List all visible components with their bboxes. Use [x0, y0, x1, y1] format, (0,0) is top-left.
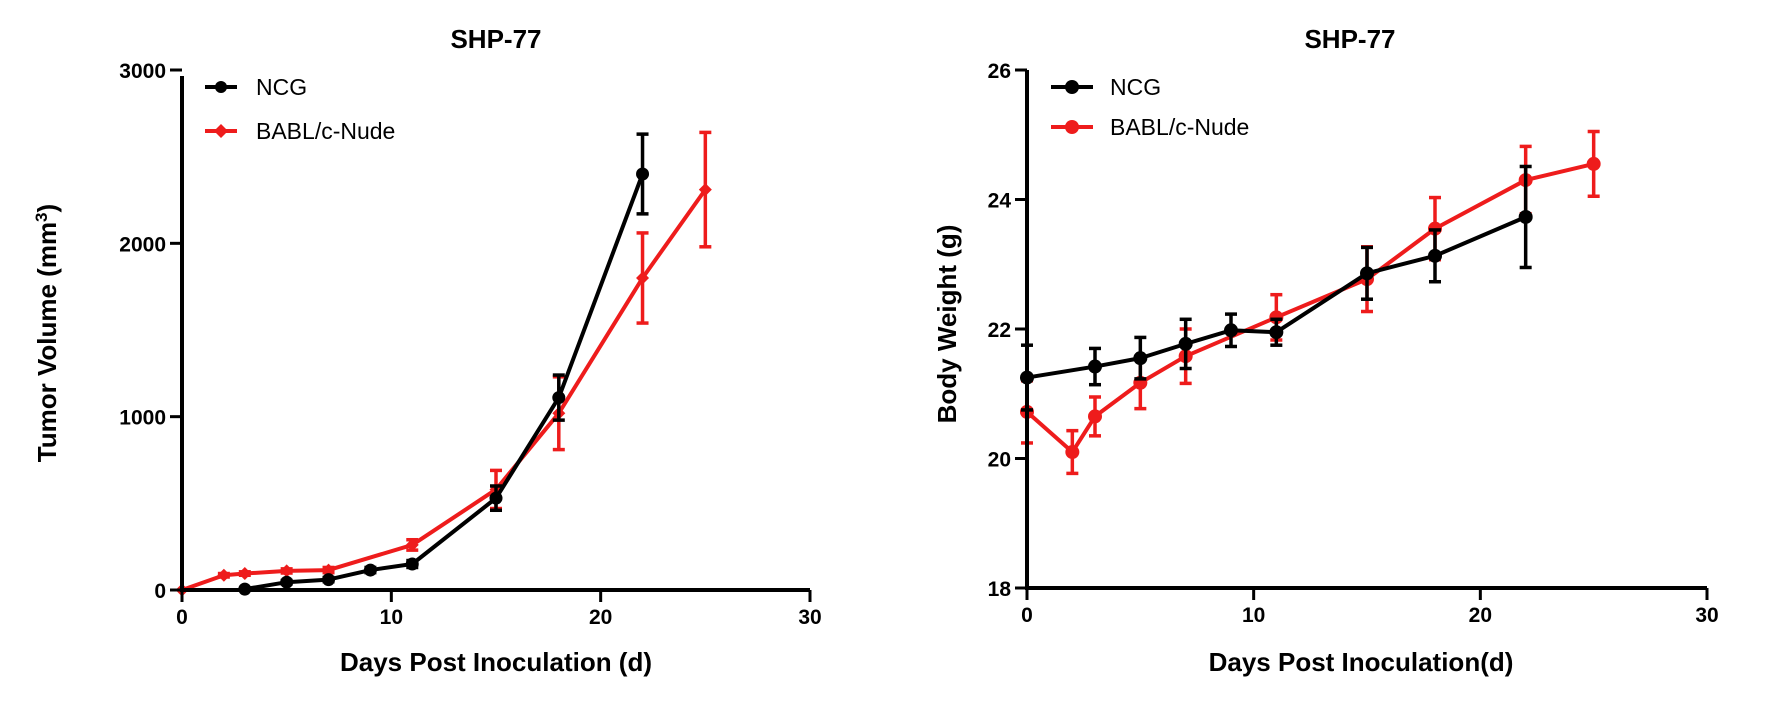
y-ticks: 0 1000 2000 3000 [119, 60, 182, 603]
data-point [1065, 445, 1080, 460]
plot-area [175, 130, 712, 597]
data-point [405, 538, 419, 552]
y-tick-label: 22 [988, 319, 1011, 342]
data-point [1088, 409, 1102, 424]
plot-area [1020, 129, 1601, 476]
legend-label-ncg: NCG [256, 74, 307, 100]
legend-marker-babl-c-nude [214, 124, 228, 138]
x-tick-label: 30 [798, 606, 821, 629]
y-axis-label-close: ) [32, 204, 62, 213]
data-point [1428, 248, 1442, 263]
data-point [238, 567, 252, 581]
chart-title: SHP-77 [1304, 24, 1395, 54]
legend: NCG BABL/c-Nude [205, 74, 395, 144]
data-point [1224, 323, 1238, 338]
y-axis-label: Body Weight (g) [932, 225, 962, 424]
y-tick-label: 26 [988, 60, 1011, 83]
data-point [1360, 266, 1374, 281]
data-point [1586, 156, 1601, 171]
x-ticks: 0 10 20 30 [176, 590, 822, 629]
y-tick-label: 0 [154, 580, 166, 603]
x-tick-label: 20 [1469, 604, 1492, 627]
data-point [280, 575, 294, 589]
y-axis-label: Tumor Volume (mm3) [32, 204, 63, 462]
x-ticks: 0 10 20 30 [1021, 588, 1719, 627]
data-point [322, 563, 336, 577]
legend: NCG BABL/c-Nude [1051, 74, 1249, 140]
x-tick-label: 0 [1021, 604, 1033, 627]
legend-item-ncg: NCG [1051, 74, 1161, 100]
x-tick-label: 10 [380, 606, 403, 629]
y-axis-label-superscript: 3 [32, 212, 51, 221]
x-tick-label: 20 [589, 606, 612, 629]
data-point [1518, 209, 1533, 224]
chart-title: SHP-77 [450, 24, 541, 54]
data-point [1088, 359, 1102, 374]
data-point [636, 271, 650, 285]
data-point [280, 564, 294, 578]
data-point [489, 491, 503, 505]
data-point [1178, 336, 1193, 351]
legend-marker-ncg [1065, 80, 1079, 94]
legend-item-ncg: NCG [205, 74, 307, 100]
series-ncg [1020, 164, 1533, 412]
legend-label-babl-c-nude: BABL/c-Nude [256, 118, 395, 144]
y-tick-label: 20 [988, 449, 1011, 472]
x-tick-label: 10 [1242, 604, 1265, 627]
y-tick-label: 2000 [119, 233, 166, 256]
body-weight-chart: SHP-77 18 20 22 24 26 0 10 20 30 Days Post Inoc… [932, 24, 1719, 677]
series-babl-c-nude [1020, 129, 1601, 476]
series-line-babl-c-nude [181, 188, 707, 592]
legend-marker-ncg [215, 81, 227, 93]
y-tick-label: 1000 [119, 407, 166, 430]
data-point [552, 391, 566, 405]
legend-marker-babl-c-nude [1065, 120, 1079, 134]
y-tick-label: 3000 [119, 60, 166, 83]
data-point [363, 563, 377, 577]
data-point [1133, 351, 1148, 366]
y-tick-label: 24 [988, 190, 1012, 213]
data-point [217, 568, 231, 582]
data-point [322, 573, 336, 587]
data-point [1269, 325, 1284, 340]
data-point [698, 183, 712, 197]
x-axis-label: Days Post Inoculation (d) [340, 647, 652, 677]
legend-item-babl-c-nude: BABL/c-Nude [1051, 114, 1249, 140]
y-ticks: 18 20 22 24 26 [988, 60, 1027, 601]
x-tick-label: 30 [1695, 604, 1718, 627]
x-tick-label: 0 [176, 606, 188, 629]
tumor-volume-chart: SHP-77 0 1000 2000 3000 0 10 20 30 Days Post I… [32, 24, 822, 677]
x-axis-label: Days Post Inoculation(d) [1209, 647, 1514, 677]
legend-label-babl-c-nude: BABL/c-Nude [1110, 114, 1249, 140]
legend-label-ncg: NCG [1110, 74, 1161, 100]
y-tick-label: 18 [988, 578, 1012, 601]
legend-item-babl-c-nude: BABL/c-Nude [205, 118, 395, 144]
series-line-ncg [244, 173, 645, 592]
data-point [405, 557, 419, 571]
y-axis-label-main: Tumor Volume (mm [32, 222, 62, 462]
data-point [636, 167, 650, 181]
series-ncg [238, 132, 650, 596]
